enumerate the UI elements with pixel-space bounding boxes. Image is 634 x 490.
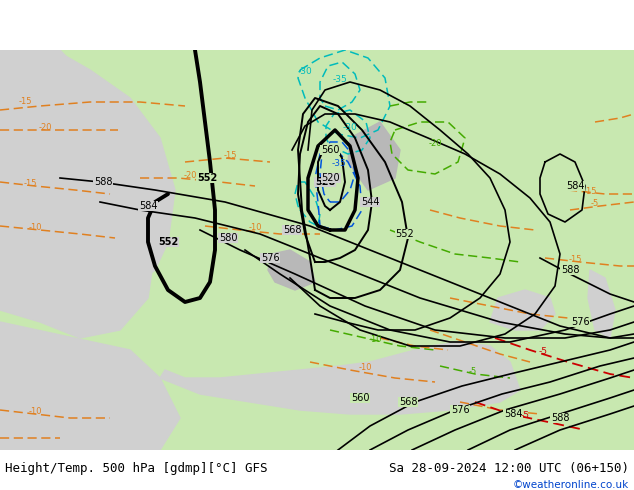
Text: -35: -35 <box>333 75 347 84</box>
Text: 584: 584 <box>139 201 157 211</box>
Text: Height/Temp. 500 hPa [gdmp][°C] GFS: Height/Temp. 500 hPa [gdmp][°C] GFS <box>5 462 268 475</box>
Text: 580: 580 <box>219 233 237 243</box>
Text: -5: -5 <box>469 367 477 376</box>
Text: -20: -20 <box>38 123 52 132</box>
Text: 576: 576 <box>571 317 590 327</box>
Text: -30: -30 <box>342 123 358 132</box>
Text: -35: -35 <box>332 159 346 168</box>
Text: -15: -15 <box>23 179 37 188</box>
Polygon shape <box>268 250 315 290</box>
Text: 576: 576 <box>451 405 469 415</box>
Text: -15: -15 <box>568 255 582 264</box>
Polygon shape <box>0 322 180 450</box>
Text: 544: 544 <box>361 197 379 207</box>
Text: -20: -20 <box>428 139 442 148</box>
Text: 584: 584 <box>504 409 522 419</box>
Text: -15: -15 <box>583 187 597 196</box>
Polygon shape <box>490 290 555 330</box>
Text: Sa 28-09-2024 12:00 UTC (06+150): Sa 28-09-2024 12:00 UTC (06+150) <box>389 462 629 475</box>
Polygon shape <box>160 342 520 414</box>
Text: -10: -10 <box>29 407 42 416</box>
Text: 568: 568 <box>399 397 417 407</box>
Text: -20: -20 <box>183 171 197 180</box>
Polygon shape <box>588 270 615 338</box>
Text: -10: -10 <box>368 335 382 344</box>
Text: -5: -5 <box>591 199 599 208</box>
Text: 552: 552 <box>396 229 415 239</box>
Text: -30: -30 <box>297 67 313 76</box>
Polygon shape <box>0 178 155 338</box>
Text: 552: 552 <box>158 237 178 247</box>
Text: 588: 588 <box>551 413 569 423</box>
Text: -5: -5 <box>521 411 529 420</box>
Polygon shape <box>0 50 175 282</box>
Text: 560: 560 <box>351 393 369 403</box>
Text: 588: 588 <box>94 177 112 187</box>
Text: 552: 552 <box>197 173 217 183</box>
Text: 520: 520 <box>321 173 340 183</box>
Text: 560: 560 <box>321 145 339 155</box>
Text: 528: 528 <box>315 177 335 187</box>
Text: -15: -15 <box>223 151 236 160</box>
Text: -5: -5 <box>538 347 548 356</box>
Text: 588: 588 <box>560 265 579 275</box>
Text: -15: -15 <box>18 97 32 106</box>
Text: -10: -10 <box>29 223 42 232</box>
Text: -10: -10 <box>249 223 262 232</box>
Polygon shape <box>0 50 634 450</box>
Text: 576: 576 <box>261 253 280 263</box>
Text: ©weatheronline.co.uk: ©weatheronline.co.uk <box>513 480 629 490</box>
Text: -10: -10 <box>358 363 372 372</box>
Polygon shape <box>348 122 400 190</box>
Text: 584: 584 <box>566 181 585 191</box>
Text: 568: 568 <box>283 225 301 235</box>
Polygon shape <box>0 50 120 270</box>
